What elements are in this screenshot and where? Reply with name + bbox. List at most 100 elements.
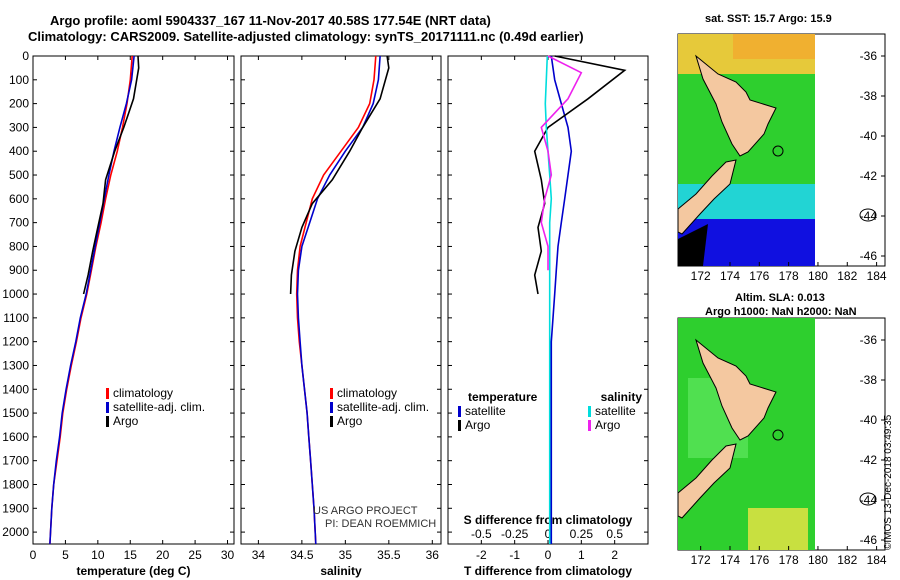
north-island: [695, 54, 777, 157]
map-x-tick-label: 172: [691, 269, 711, 283]
x-tick-label: -1: [509, 548, 520, 562]
map-x-tick-label: 176: [749, 269, 769, 283]
panel-differences: -2 -1 0 1 2 -0.5 -0.25 0 0.25 0.5S difference fro…: [447, 55, 649, 578]
x-tick-label: -2: [476, 548, 487, 562]
depth-tick-label: 1000: [2, 287, 29, 301]
x-tick-label: 15: [124, 548, 138, 562]
x-axis-label: T difference from climatology: [464, 564, 632, 578]
map-land-mask: [678, 224, 708, 266]
header-line-2: Climatology: CARS2009. Satellite-adjuste…: [28, 29, 584, 44]
header-line-1: Argo profile: aoml 5904337_167 11-Nov-20…: [50, 13, 491, 28]
legend-marker: [458, 406, 461, 417]
series-line-temperature-satellite: [550, 55, 573, 544]
legend-label: satellite: [465, 404, 506, 418]
x-tick-label: 30: [221, 548, 235, 562]
x-tick-label: 10: [91, 548, 105, 562]
depth-tick-label: 700: [9, 216, 29, 230]
map-y-tick-label: -42: [860, 169, 878, 183]
x-tick-label-secondary: 0: [545, 527, 552, 541]
legend-label: Argo: [465, 418, 491, 432]
pi-credit: PI: DEAN ROEMMICH: [325, 518, 437, 530]
legend-marker: [330, 416, 333, 427]
north-island: [695, 338, 777, 441]
legend-title-temperature: temperature: [468, 390, 538, 404]
depth-tick-label: 200: [9, 97, 29, 111]
depth-tick-label: 600: [9, 192, 29, 206]
legend-label: climatology: [113, 386, 173, 400]
panel-salinity: 34 34.5 35 35.5 36 salinity climatologysatelli…: [240, 55, 442, 578]
panel-frame: [32, 55, 235, 545]
legend-marker: [330, 388, 333, 399]
x-tick-label: 34: [252, 548, 266, 562]
x-tick-label: 25: [188, 548, 202, 562]
series-line-satellite-adj-clim-: [296, 55, 381, 545]
legend-label: Argo: [595, 418, 621, 432]
map-x-tick-label: 176: [749, 553, 769, 567]
x-tick-label: 5: [62, 548, 69, 562]
x-axis-label-secondary: S difference from climatology: [464, 513, 633, 527]
legend-marker: [458, 420, 461, 431]
map-x-tick-label: 182: [837, 553, 857, 567]
map-x-tick-label: 184: [867, 553, 887, 567]
depth-tick-label: 1900: [2, 501, 29, 515]
map-x-tick-label: 178: [779, 553, 799, 567]
maps: 172 174 176 178 180 182 184-36-38-40-42-44-461…: [677, 33, 887, 567]
depth-tick-label: 1200: [2, 335, 29, 349]
map-sst: 172 174 176 178 180 182 184 -36 -38 -40 -42 -44 -46: [677, 33, 887, 283]
x-tick-label: 35.5: [377, 548, 401, 562]
map-x-tick-label: 180: [808, 553, 828, 567]
series-line-salinity-satellite: [544, 55, 553, 544]
depth-tick-label: 1300: [2, 358, 29, 372]
legend-marker: [588, 420, 591, 431]
map-y-tick-label: -46: [860, 249, 878, 263]
map-bottom-title-1: Altim. SLA: 0.013: [735, 292, 825, 304]
legend-marker: [106, 388, 109, 399]
legend-label: satellite-adj. clim.: [113, 400, 205, 414]
map-x-tick-label: 182: [837, 269, 857, 283]
x-tick-label: 2: [611, 548, 618, 562]
series-line-temperature-argo: [533, 55, 627, 295]
x-tick-label: 0: [30, 548, 37, 562]
map-y-tick-label: -44: [860, 209, 878, 223]
x-axis-label: salinity: [320, 564, 362, 578]
depth-tick-label: 0: [22, 49, 29, 63]
map-sla: 172 174 176 178 180 182 184 -36 -38 -40 -42 -44 -46: [677, 317, 887, 567]
x-tick-label: 0: [545, 548, 552, 562]
map-x-tick-label: 178: [779, 269, 799, 283]
legend-marker: [106, 402, 109, 413]
imos-credit: ©IMOS 13-Dec-2018 03:49:35: [883, 414, 894, 550]
map-x-tick-label: 174: [720, 553, 740, 567]
chatham-islands: [859, 208, 877, 222]
map-bottom-title-2: Argo h1000: NaN h2000: NaN: [705, 306, 857, 318]
depth-tick-label: 1400: [2, 382, 29, 396]
map-x-tick-label: 180: [808, 269, 828, 283]
depth-tick-label: 800: [9, 239, 29, 253]
depth-tick-label: 2000: [2, 525, 29, 539]
chatham-islands: [859, 492, 877, 506]
series-line-argo: [82, 55, 140, 295]
depth-tick-label: 1100: [3, 311, 29, 325]
x-tick-label: 34.5: [290, 548, 314, 562]
depth-tick-label: 100: [9, 73, 29, 87]
panel-frame: [240, 55, 442, 545]
map-x-tick-label: 184: [867, 269, 887, 283]
legend-marker: [588, 406, 591, 417]
depth-tick-label: 1800: [2, 477, 29, 491]
x-tick-label-secondary: 0.5: [606, 527, 623, 541]
map-y-tick-label: -38: [860, 89, 878, 103]
map-field-hot: [733, 34, 815, 59]
depth-tick-label: 1600: [2, 430, 29, 444]
project-credit: US ARGO PROJECT: [313, 505, 418, 517]
map-top-title: sat. SST: 15.7 Argo: 15.9: [705, 13, 832, 25]
map-y-tick-label: -40: [860, 129, 878, 143]
argo-position-marker: [772, 429, 784, 441]
south-island: [677, 159, 737, 235]
x-tick-label: 35: [339, 548, 353, 562]
legend-label: satellite-adj. clim.: [337, 400, 429, 414]
legend-title-salinity: salinity: [601, 390, 643, 404]
map-field-high: [748, 508, 808, 550]
series-line-argo: [289, 55, 390, 295]
x-tick-label-secondary: -0.25: [501, 527, 529, 541]
legend-label: Argo: [113, 414, 139, 428]
map-y-tick-label: -46: [860, 533, 878, 547]
